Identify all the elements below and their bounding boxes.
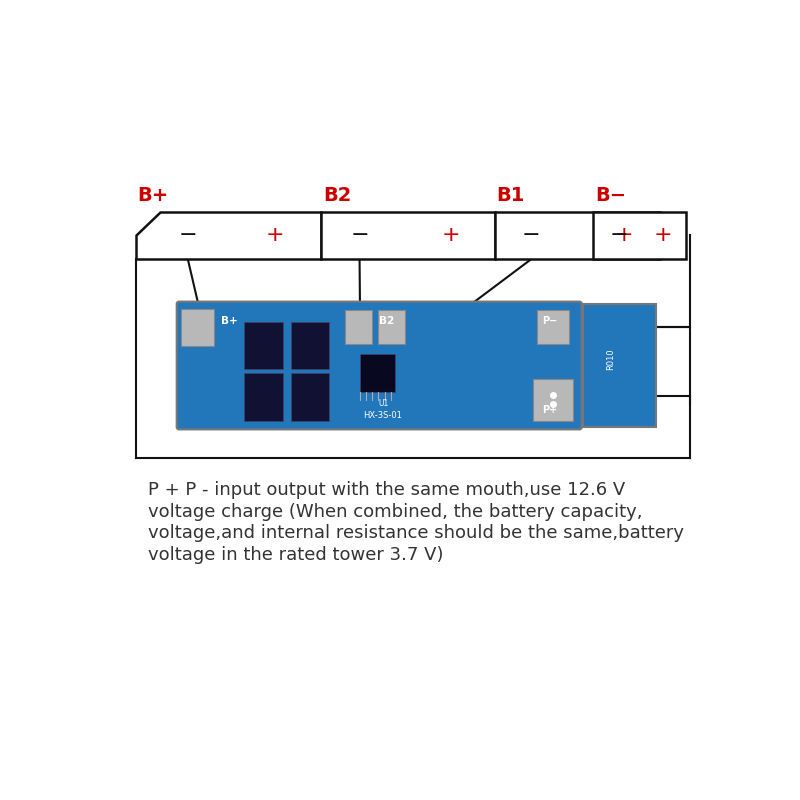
Bar: [360, 354, 394, 393]
Text: B1: B1: [496, 186, 525, 206]
Text: B2: B2: [323, 186, 351, 206]
Text: +: +: [266, 226, 284, 246]
Text: −: −: [178, 226, 197, 246]
Text: −: −: [610, 226, 629, 246]
Text: B+: B+: [221, 316, 238, 326]
Bar: [290, 322, 329, 370]
Text: voltage in the rated tower 3.7 V): voltage in the rated tower 3.7 V): [148, 546, 444, 564]
Text: +: +: [614, 226, 633, 246]
Text: B2: B2: [379, 316, 394, 326]
Text: B+: B+: [138, 186, 169, 206]
Text: −: −: [522, 226, 541, 246]
Bar: [322, 211, 494, 259]
Bar: [182, 310, 214, 346]
Bar: [534, 378, 574, 421]
Text: −: −: [350, 226, 369, 246]
Text: P + P - input output with the same mouth,use 12.6 V: P + P - input output with the same mouth…: [148, 481, 626, 499]
Bar: [494, 211, 660, 259]
Text: voltage,and internal resistance should be the same,battery: voltage,and internal resistance should b…: [148, 524, 684, 542]
Bar: [537, 310, 570, 344]
Text: U1: U1: [378, 399, 388, 409]
Text: R010: R010: [606, 349, 615, 370]
Text: voltage charge (When combined, the battery capacity,: voltage charge (When combined, the batte…: [148, 502, 642, 521]
Text: HX-3S-01: HX-3S-01: [364, 411, 402, 420]
Polygon shape: [136, 211, 322, 259]
Text: B−: B−: [594, 186, 626, 206]
Text: P+: P+: [542, 405, 558, 415]
Text: P−: P−: [542, 316, 558, 326]
Bar: [245, 322, 283, 370]
Bar: [594, 211, 686, 259]
Bar: [345, 310, 371, 344]
Bar: [245, 373, 283, 421]
Bar: [583, 304, 656, 427]
Text: +: +: [442, 226, 461, 246]
Bar: [378, 310, 405, 344]
FancyBboxPatch shape: [177, 302, 582, 430]
Bar: [290, 373, 329, 421]
Text: +: +: [654, 226, 672, 246]
